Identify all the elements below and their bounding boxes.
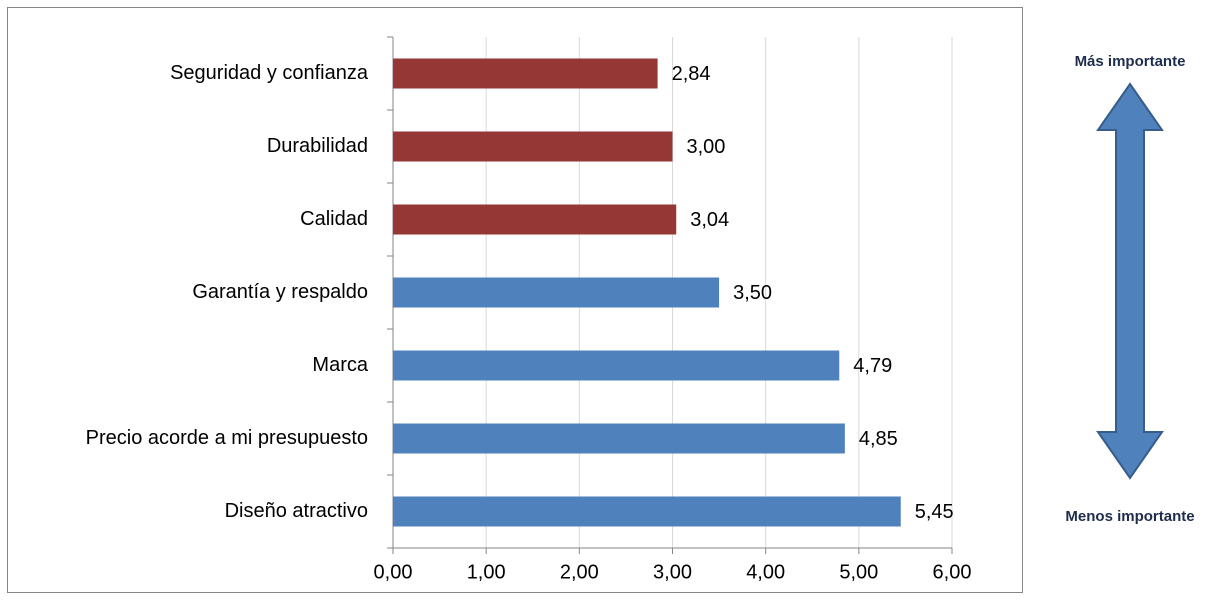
x-tick-label: 1,00: [467, 561, 506, 583]
x-tick-label: 4,00: [746, 561, 785, 583]
value-label: 4,79: [853, 355, 892, 377]
x-tick-label: 2,00: [560, 561, 599, 583]
y-tick-label: Durabilidad: [267, 135, 368, 157]
annotation: Más importante: [1075, 53, 1186, 70]
x-tick-label: 6,00: [933, 561, 972, 583]
y-tick-label: Calidad: [300, 208, 368, 230]
x-tick-label: 5,00: [839, 561, 878, 583]
x-tick-label: 0,00: [374, 561, 413, 583]
importance-arrow: [1096, 82, 1164, 480]
value-label: 3,04: [690, 209, 729, 231]
y-tick-label: Seguridad y confianza: [170, 62, 369, 84]
bar: [393, 423, 845, 454]
value-label: 2,84: [672, 63, 711, 85]
value-label: 4,85: [859, 428, 898, 450]
value-label: 3,50: [733, 282, 772, 304]
bar: [393, 204, 677, 235]
bar: [393, 350, 840, 381]
value-label: 5,45: [915, 501, 954, 523]
annotation: Menos importante: [1065, 508, 1194, 525]
y-tick-label: Marca: [312, 354, 368, 376]
y-tick-label: Garantía y respaldo: [192, 281, 368, 303]
value-label: 3,00: [687, 136, 726, 158]
y-tick-label: Precio acorde a mi presupuesto: [86, 427, 368, 449]
bar: [393, 277, 720, 308]
bar: [393, 131, 673, 162]
y-tick-label: Diseño atractivo: [225, 500, 368, 522]
bar: [393, 496, 901, 527]
x-tick-label: 3,00: [653, 561, 692, 583]
bar: [393, 58, 658, 89]
